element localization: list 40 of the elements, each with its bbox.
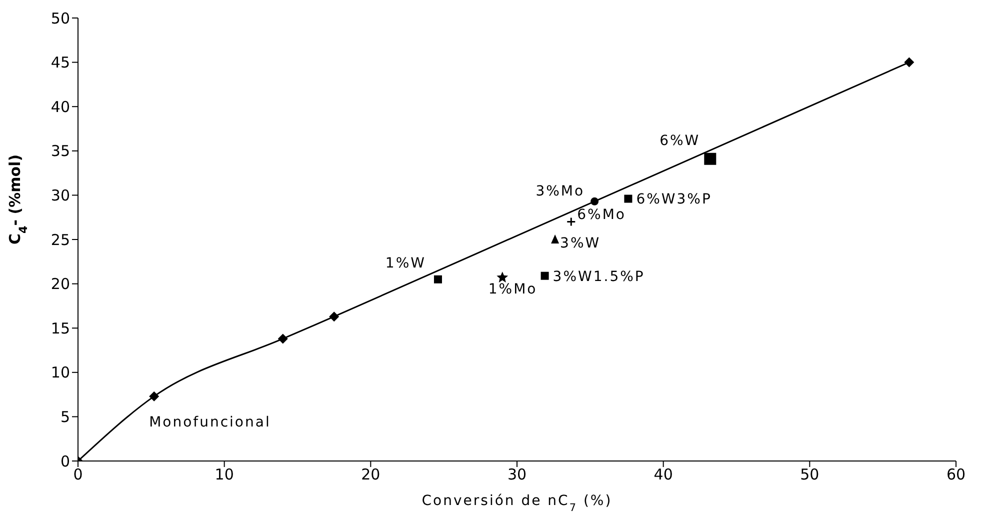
point: [551, 234, 560, 244]
series-label: Monofuncional: [149, 414, 271, 430]
point: [704, 152, 716, 165]
x-axis-title: Conversión de nC$_{7}$ (%): [422, 493, 612, 514]
y-tick-label: 45: [50, 54, 70, 72]
point: [278, 334, 288, 344]
y-tick-label: 5: [60, 408, 70, 426]
point: [540, 272, 549, 280]
point: [904, 57, 914, 68]
series-label: 6%W3%P: [636, 192, 712, 208]
point: [590, 197, 599, 206]
y-tick-label: 30: [50, 186, 70, 205]
x-tick-label: 40: [654, 466, 673, 484]
point: [434, 275, 442, 284]
point: [566, 217, 576, 227]
y-tick-label: 10: [50, 364, 70, 382]
y-tick-label: 50: [50, 9, 70, 28]
series-label: 6%Mo: [577, 206, 626, 223]
x-tick-label: 20: [361, 466, 380, 484]
series-label: 1%W: [385, 255, 426, 272]
point: [624, 194, 632, 203]
y-tick-label: 25: [50, 230, 70, 249]
point: [149, 391, 160, 402]
y-tick-label: 40: [50, 98, 70, 116]
x-tick-label: 50: [800, 466, 820, 484]
x-tick-label: 0: [73, 466, 83, 484]
series-label: 3%Mo: [536, 183, 585, 200]
point: [329, 312, 340, 322]
point: [496, 272, 508, 282]
y-tick-label: 0: [60, 452, 70, 470]
series-label: 1%Mo: [488, 282, 538, 298]
x-tick-label: 60: [946, 466, 966, 484]
series-label: 3%W: [560, 236, 601, 252]
series-label: 3%W1.5%P: [552, 268, 645, 285]
series-label: 6%W: [660, 132, 700, 149]
x-tick-label: 10: [214, 466, 234, 484]
x-tick-label: 30: [507, 466, 527, 484]
y-tick-label: 35: [50, 142, 70, 160]
y-tick-label: 20: [50, 275, 70, 294]
y-tick-label: 15: [50, 319, 70, 338]
